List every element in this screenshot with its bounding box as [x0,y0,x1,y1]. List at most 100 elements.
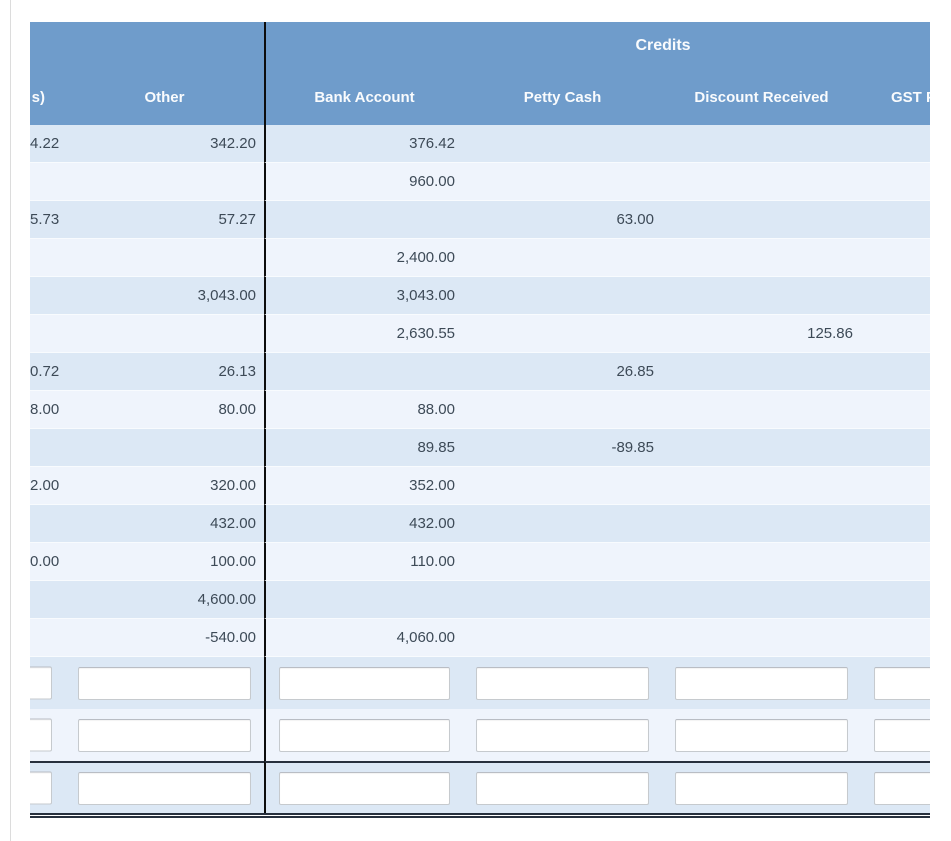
column-header-discount-received: Discount Received [662,70,861,125]
left-clipped-cell: 5.73 [30,201,65,239]
other-cell-input-wrap [65,761,264,813]
discount-entry-input[interactable] [675,666,848,700]
bank-account-cell: 4,060.00 [264,619,463,657]
bank-account-cell: 960.00 [264,163,463,201]
left-clipped-cell: 2.00 [30,467,65,505]
gst-cell [861,581,930,619]
left-entry-input[interactable] [30,771,52,805]
other-entry-input[interactable] [78,666,251,700]
discount-received-cell [662,619,861,657]
bank-entry-input[interactable] [279,718,450,752]
gst-cell [861,277,930,315]
left-clipped-cell [30,429,65,467]
other-entry-input[interactable] [78,718,251,752]
other-cell: 320.00 [65,467,264,505]
journal-row: 4.22 342.20 376.42 [30,125,930,163]
gst-cell [861,125,930,163]
bank-account-cell [264,353,463,391]
journal-row: 2.00 320.00 352.00 [30,467,930,505]
other-cell: 100.00 [65,543,264,581]
discount-received-cell [662,201,861,239]
discount-received-cell [662,353,861,391]
petty-cash-cell-input-wrap [463,709,662,761]
other-cell [65,429,264,467]
gst-cell [861,543,930,581]
column-header-row: s) Other Bank Account Petty Cash Discoun… [30,70,930,125]
bank-account-cell [264,201,463,239]
bank-account-cell: 110.00 [264,543,463,581]
left-clipped-cell: 8.00 [30,391,65,429]
other-cell-input-wrap [65,709,264,761]
gst-entry-input[interactable] [874,666,930,700]
bank-account-cell: 2,630.55 [264,315,463,353]
gst-entry-input[interactable] [874,718,930,752]
petty-cash-cell [463,391,662,429]
bank-account-cell [264,581,463,619]
left-clipped-cell-input-wrap [30,761,65,813]
other-cell: 342.20 [65,125,264,163]
gst-cell [861,201,930,239]
discount-received-cell [662,391,861,429]
gst-cell [861,239,930,277]
other-entry-input[interactable] [78,771,251,805]
gst-cell-input-wrap [861,657,930,709]
gst-cell [861,467,930,505]
left-entry-input[interactable] [30,718,52,752]
left-clipped-cell [30,619,65,657]
petty-cash-cell [463,315,662,353]
discount-received-cell [662,505,861,543]
gst-cell-input-wrap [861,709,930,761]
gst-cell [861,315,930,353]
petty-cash-cell [463,619,662,657]
petty-cash-cell: -89.85 [463,429,662,467]
bank-entry-input[interactable] [279,771,450,805]
journal-row: -540.00 4,060.00 [30,619,930,657]
page-edge-line [10,0,11,841]
column-header-petty-cash: Petty Cash [463,70,662,125]
discount-entry-input[interactable] [675,771,848,805]
bank-account-cell: 2,400.00 [264,239,463,277]
discount-received-cell-input-wrap [662,657,861,709]
other-cell: 4,600.00 [65,581,264,619]
bank-account-cell: 376.42 [264,125,463,163]
entry-input-row [30,657,930,709]
journal-row: 432.00 432.00 [30,505,930,543]
journal-row: 8.00 80.00 88.00 [30,391,930,429]
bank-account-cell: 3,043.00 [264,277,463,315]
left-entry-input[interactable] [30,666,52,700]
left-clipped-cell [30,163,65,201]
gst-entry-input[interactable] [874,771,930,805]
petty-entry-input[interactable] [476,666,649,700]
debits-section-spacer [30,22,264,70]
left-clipped-cell-input-wrap [30,657,65,709]
journal-table-viewport[interactable]: Credits s) Other Bank Account Petty Cash… [30,22,930,827]
petty-entry-input[interactable] [476,718,649,752]
section-header-row: Credits [30,22,930,70]
journal-row: 4,600.00 [30,581,930,619]
bank-entry-input[interactable] [279,666,450,700]
other-cell [65,239,264,277]
journal-table: Credits s) Other Bank Account Petty Cash… [30,22,930,813]
left-clipped-cell: 0.00 [30,543,65,581]
discount-entry-input[interactable] [675,718,848,752]
journal-row: 2,400.00 [30,239,930,277]
discount-received-cell [662,467,861,505]
bank-account-cell-input-wrap [264,657,463,709]
left-clipped-cell: 0.72 [30,353,65,391]
column-header-other: Other [65,70,264,125]
petty-cash-cell-input-wrap [463,761,662,813]
journal-row: 960.00 [30,163,930,201]
discount-received-cell-input-wrap [662,709,861,761]
discount-received-cell: 125.86 [662,315,861,353]
left-clipped-cell [30,581,65,619]
petty-cash-cell [463,277,662,315]
left-clipped-cell [30,505,65,543]
column-header-bank-account: Bank Account [264,70,463,125]
other-cell [65,163,264,201]
credits-section-header: Credits [264,22,930,70]
gst-cell [861,163,930,201]
petty-entry-input[interactable] [476,771,649,805]
left-clipped-cell [30,315,65,353]
bank-account-cell-input-wrap [264,709,463,761]
